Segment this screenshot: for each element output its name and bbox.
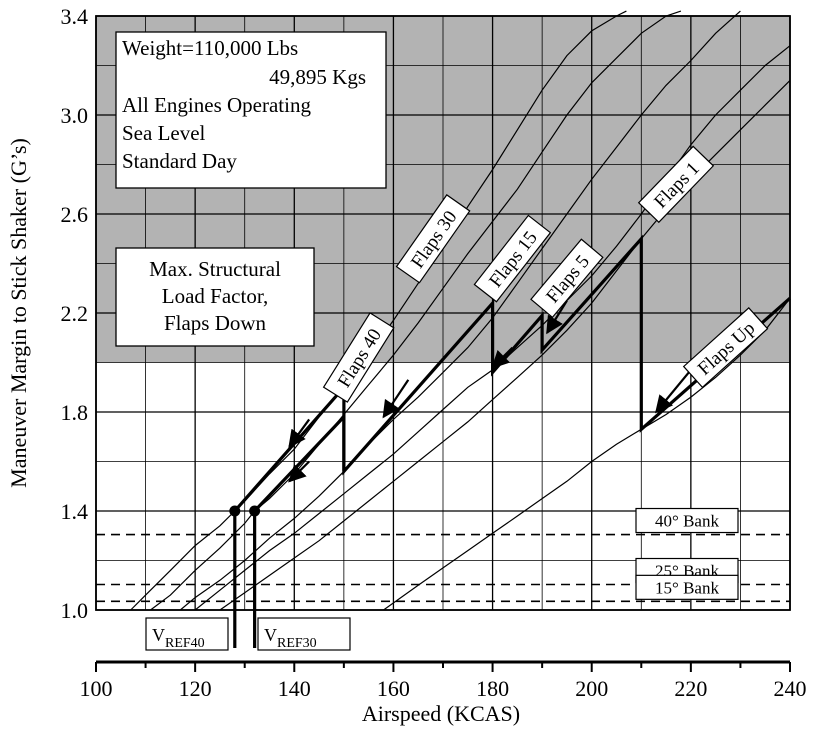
vref-point xyxy=(229,506,240,517)
x-axis-label: Airspeed (KCAS) xyxy=(362,701,520,726)
y-tick-label: 3.4 xyxy=(61,4,89,29)
x-tick-label: 220 xyxy=(674,676,707,701)
info-box-line: All Engines Operating xyxy=(122,93,311,117)
x-tick-label: 160 xyxy=(377,676,410,701)
x-tick-label: 200 xyxy=(575,676,608,701)
y-tick-label: 2.2 xyxy=(61,301,89,326)
x-tick-label: 100 xyxy=(80,676,113,701)
x-tick-label: 120 xyxy=(179,676,212,701)
structural-box-line: Max. Structural xyxy=(149,257,281,281)
vref-sub: REF30 xyxy=(277,636,317,651)
bank-label: 40° Bank xyxy=(655,512,719,531)
info-box-line: Standard Day xyxy=(122,149,237,173)
info-box-line: Sea Level xyxy=(122,121,206,145)
structural-box-line: Flaps Down xyxy=(164,311,267,335)
y-tick-label: 1.8 xyxy=(61,400,89,425)
y-axis-label: Maneuver Margin to Stick Shaker (G’s) xyxy=(6,138,31,488)
vref-base: V xyxy=(152,625,165,645)
x-tick-label: 240 xyxy=(774,676,807,701)
x-tick-label: 180 xyxy=(476,676,509,701)
x-tick-label: 140 xyxy=(278,676,311,701)
bank-label: 15° Bank xyxy=(655,578,719,597)
y-tick-label: 3.0 xyxy=(61,103,89,128)
info-box-line: 49,895 Kgs xyxy=(269,65,366,89)
y-tick-label: 1.4 xyxy=(61,499,89,524)
vref-base: V xyxy=(264,625,277,645)
y-tick-label: 2.6 xyxy=(61,202,89,227)
vref-sub: REF40 xyxy=(165,636,205,651)
vref-point xyxy=(249,506,260,517)
schedule-line xyxy=(255,417,344,511)
info-box-line: Weight=110,000 Lbs xyxy=(122,36,298,60)
structural-box-line: Load Factor, xyxy=(162,284,268,308)
y-tick-label: 1.0 xyxy=(61,598,89,623)
